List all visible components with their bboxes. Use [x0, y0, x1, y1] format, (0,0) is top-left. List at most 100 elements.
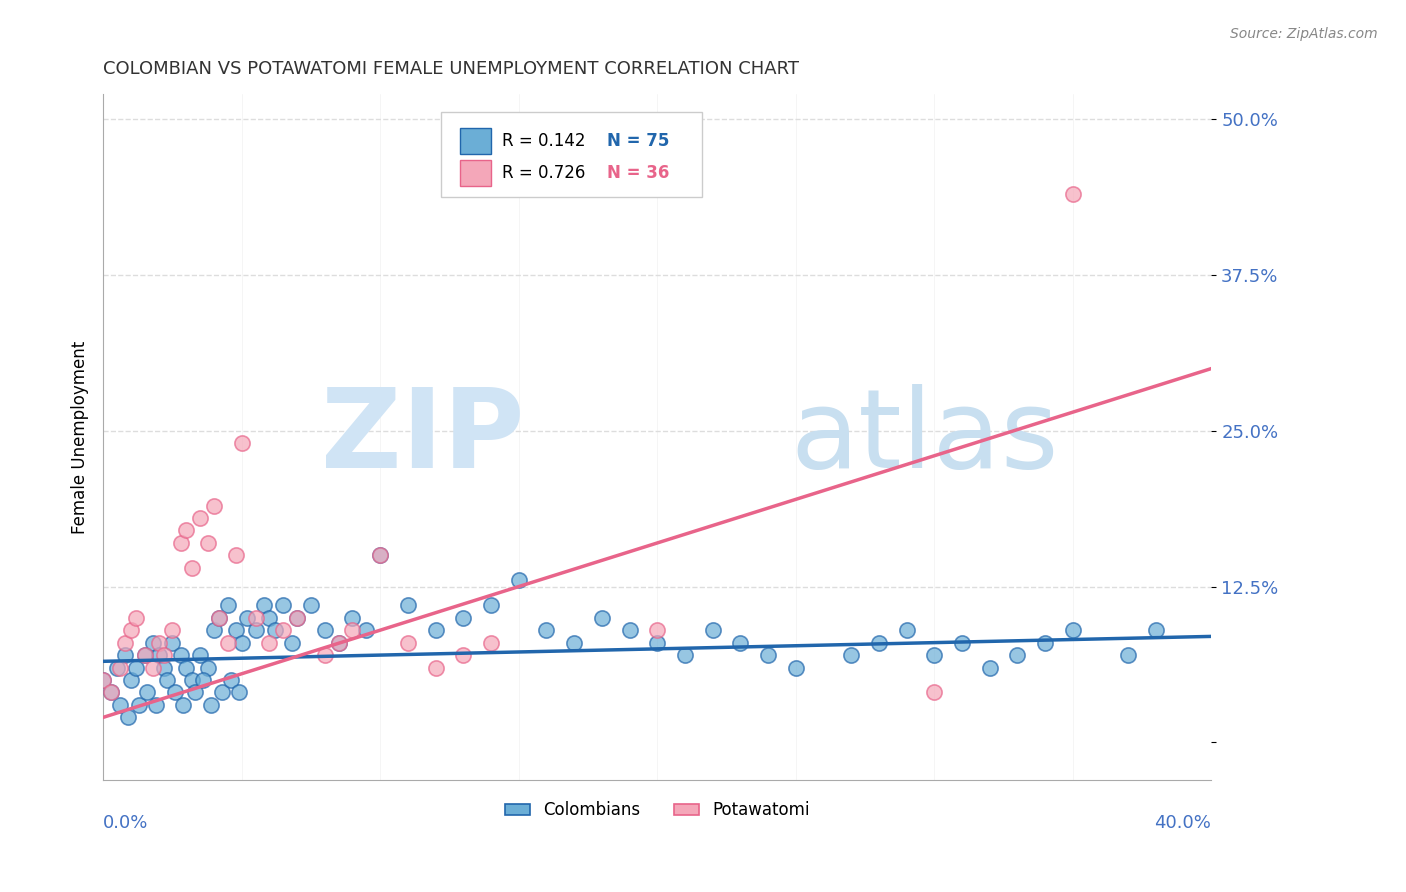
Point: [91, 673, 114, 687]
Point: [100, 685, 122, 699]
Point: [1062, 187, 1084, 202]
Point: [536, 623, 558, 637]
Point: [211, 685, 233, 699]
Point: [328, 635, 350, 649]
Point: [368, 549, 391, 563]
Point: [756, 648, 779, 662]
Point: [591, 611, 613, 625]
Text: R = 0.142: R = 0.142: [502, 132, 586, 150]
Point: [259, 635, 281, 649]
Point: [453, 611, 475, 625]
Point: [142, 635, 165, 649]
Point: [148, 648, 170, 662]
Point: [117, 710, 139, 724]
Point: [868, 635, 890, 649]
Point: [231, 436, 253, 450]
Point: [645, 623, 668, 637]
Point: [162, 623, 184, 637]
Point: [453, 648, 475, 662]
Point: [217, 635, 239, 649]
Point: [120, 673, 142, 687]
Point: [264, 623, 287, 637]
Point: [114, 635, 136, 649]
Point: [259, 611, 281, 625]
Point: [188, 511, 211, 525]
Point: [479, 599, 502, 613]
Point: [1033, 635, 1056, 649]
Point: [673, 648, 696, 662]
Legend: Colombians, Potawatomi: Colombians, Potawatomi: [498, 795, 817, 826]
Point: [105, 660, 128, 674]
Point: [197, 660, 219, 674]
Point: [896, 623, 918, 637]
Point: [197, 536, 219, 550]
Point: [208, 611, 231, 625]
Point: [208, 611, 231, 625]
FancyBboxPatch shape: [460, 160, 491, 186]
Point: [191, 673, 214, 687]
Point: [120, 623, 142, 637]
Point: [100, 685, 122, 699]
Point: [299, 599, 322, 613]
Point: [479, 635, 502, 649]
Point: [172, 698, 194, 712]
Point: [217, 599, 239, 613]
Point: [368, 549, 391, 563]
Point: [128, 698, 150, 712]
Point: [202, 623, 225, 637]
Point: [271, 623, 294, 637]
Text: N = 36: N = 36: [607, 163, 669, 182]
Point: [950, 635, 973, 649]
Point: [134, 648, 156, 662]
Point: [153, 660, 176, 674]
Point: [183, 685, 205, 699]
Text: 40.0%: 40.0%: [1154, 814, 1212, 832]
Point: [162, 635, 184, 649]
Point: [1007, 648, 1029, 662]
Point: [136, 685, 159, 699]
Point: [245, 611, 267, 625]
Text: Source: ZipAtlas.com: Source: ZipAtlas.com: [1230, 27, 1378, 41]
Point: [280, 635, 302, 649]
FancyBboxPatch shape: [441, 112, 702, 197]
Point: [645, 635, 668, 649]
Point: [425, 660, 447, 674]
Point: [225, 623, 247, 637]
Text: R = 0.726: R = 0.726: [502, 163, 585, 182]
Point: [228, 685, 250, 699]
Point: [125, 611, 148, 625]
Point: [730, 635, 752, 649]
Point: [202, 499, 225, 513]
Point: [314, 648, 336, 662]
Point: [108, 698, 131, 712]
Point: [342, 611, 364, 625]
Point: [142, 660, 165, 674]
FancyBboxPatch shape: [460, 128, 491, 154]
Point: [170, 536, 193, 550]
Point: [219, 673, 242, 687]
Point: [180, 673, 202, 687]
Point: [979, 660, 1001, 674]
Text: N = 75: N = 75: [607, 132, 669, 150]
Point: [145, 698, 167, 712]
Point: [508, 574, 530, 588]
Point: [253, 599, 276, 613]
Point: [245, 623, 267, 637]
Point: [114, 648, 136, 662]
Point: [188, 648, 211, 662]
Point: [1116, 648, 1139, 662]
Point: [314, 623, 336, 637]
Point: [619, 623, 641, 637]
Point: [562, 635, 585, 649]
Point: [285, 611, 308, 625]
Point: [1062, 623, 1084, 637]
Point: [328, 635, 350, 649]
Point: [153, 648, 176, 662]
Text: 0.0%: 0.0%: [103, 814, 149, 832]
Point: [785, 660, 807, 674]
Point: [225, 549, 247, 563]
Point: [236, 611, 259, 625]
Point: [174, 660, 197, 674]
Point: [200, 698, 222, 712]
Point: [148, 635, 170, 649]
